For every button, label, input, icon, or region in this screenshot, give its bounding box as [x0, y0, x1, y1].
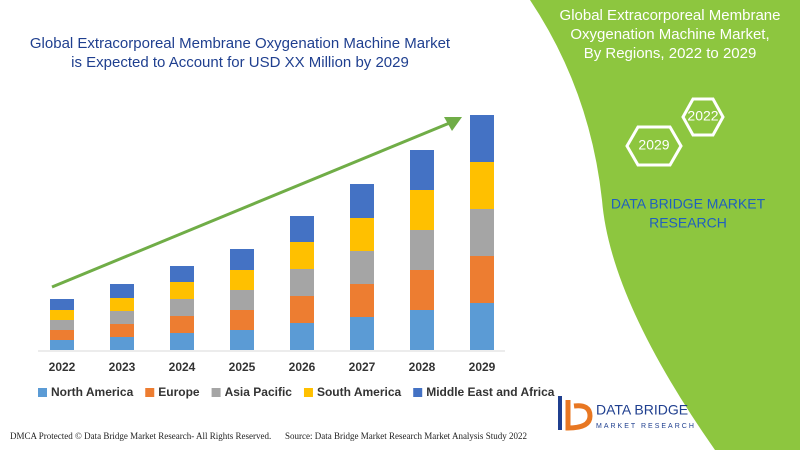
bar-segment [290, 323, 314, 350]
bar-segment [410, 310, 434, 350]
legend-label: South America [317, 385, 402, 399]
bar-segment [110, 298, 134, 311]
bar-segment [290, 269, 314, 296]
logo-tagline: MARKET RESEARCH [596, 423, 696, 430]
legend-swatch [38, 388, 47, 397]
bar-segment [290, 242, 314, 269]
panel-title: By Regions, 2022 to 2029 [584, 45, 757, 62]
bar-segment [410, 190, 434, 230]
bar-segment [350, 284, 374, 317]
chart-title: is Expected to Account for USD XX Millio… [71, 54, 409, 71]
x-tick-label: 2023 [109, 360, 136, 374]
bar-segment [230, 249, 254, 270]
bar-segment [170, 266, 194, 282]
x-tick-label: 2028 [409, 360, 436, 374]
bar-segment [350, 317, 374, 350]
hexagon-label: 2022 [687, 108, 718, 124]
footer-text: DMCA Protected © Data Bridge Market Rese… [10, 431, 271, 441]
bar-segment [470, 256, 494, 303]
bar-segment [170, 316, 194, 333]
bar-segment [230, 270, 254, 290]
x-tick-label: 2024 [169, 360, 196, 374]
bar-segment [470, 115, 494, 162]
bar-segment [170, 333, 194, 350]
legend-label: Middle East and Africa [426, 385, 555, 399]
brand-text: DATA BRIDGE MARKET [611, 196, 766, 212]
bar-segment [410, 270, 434, 310]
bar-segment [230, 290, 254, 310]
bar-segment [470, 303, 494, 350]
panel-title: Oxygenation Machine Market, [570, 26, 769, 43]
trend-arrowhead [444, 117, 462, 131]
legend-swatch [413, 388, 423, 397]
trend-arrow [51, 120, 453, 289]
legend-label: Asia Pacific [225, 385, 293, 399]
bar-segment [170, 299, 194, 316]
x-tick-label: 2025 [229, 360, 256, 374]
bar-segment [110, 324, 134, 337]
logo: DATA BRIDGE MARKET RESEARCH [558, 396, 696, 431]
panel-title: Global Extracorporeal Membrane [560, 7, 781, 24]
bar-segment [290, 296, 314, 323]
bar-segment [470, 162, 494, 209]
logo-icon [565, 400, 593, 431]
hexagon [681, 97, 725, 137]
bar-segment [50, 320, 74, 330]
legend-swatch [211, 388, 221, 397]
bar-segment [110, 284, 134, 298]
bar-segment [50, 310, 74, 320]
green-panel [530, 0, 800, 450]
bar-segment [170, 282, 194, 299]
hexagon [625, 125, 683, 167]
bar-segment [350, 218, 374, 251]
logo-name: DATA BRIDGE [596, 402, 688, 418]
x-tick-label: 2026 [289, 360, 316, 374]
bar-segment [410, 150, 434, 190]
bar-segment [290, 216, 314, 242]
bar-segment [470, 209, 494, 256]
bar-segment [410, 230, 434, 270]
legend-swatch [145, 388, 155, 397]
bar-segment [230, 330, 254, 350]
bar-segment [110, 311, 134, 324]
x-tick-label: 2022 [49, 360, 76, 374]
x-tick-label: 2027 [349, 360, 376, 374]
bar-segment [350, 184, 374, 218]
legend-label: North America [51, 385, 134, 399]
chart-title: Global Extracorporeal Membrane Oxygenati… [30, 35, 451, 52]
bar-segment [50, 299, 74, 310]
bar-segment [50, 340, 74, 350]
brand-text: RESEARCH [649, 215, 727, 231]
hexagon-label: 2029 [638, 137, 669, 153]
bar-segment [50, 330, 74, 340]
bar-segment [350, 251, 374, 284]
bar-segment [230, 310, 254, 330]
footer-text: Source: Data Bridge Market Research Mark… [285, 431, 527, 441]
legend-swatch [303, 388, 313, 397]
bar-segment [110, 337, 134, 350]
legend-label: Europe [158, 385, 200, 399]
x-tick-label: 2029 [469, 360, 496, 374]
